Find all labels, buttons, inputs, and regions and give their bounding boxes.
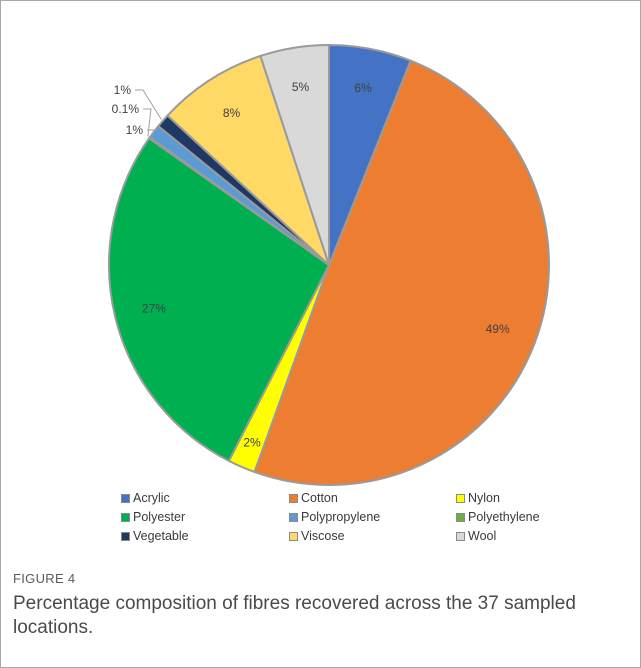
leader-line-polyethylene <box>143 108 152 137</box>
slice-label-polyethylene: 0.1% <box>112 102 140 116</box>
legend-item-viscose: Viscose <box>289 529 345 543</box>
legend-item-polyester: Polyester <box>121 510 185 524</box>
pie-slice-wool <box>259 43 330 266</box>
slice-label-cotton: 49% <box>486 322 510 336</box>
pie-chart: 6% 49% 2% 27% 0.1% 1% 1% 8% 5% <box>108 43 550 486</box>
legend-swatch <box>456 531 465 541</box>
figure-caption: FIGURE 4 Percentage composition of fibre… <box>13 571 623 640</box>
chart-area: 6% 49% 2% 27% 0.1% 1% 1% 8% 5% <box>1 1 641 556</box>
legend-label: Polyester <box>133 510 186 524</box>
pie-slice-cotton <box>253 59 550 486</box>
legend-label: Cotton <box>301 491 338 505</box>
legend-swatch <box>289 512 298 522</box>
legend-item-acrylic: Acrylic <box>121 491 170 505</box>
legend-swatch <box>121 512 130 522</box>
legend-label: Viscose <box>301 529 345 543</box>
legend-label: Polypropylene <box>301 510 381 524</box>
leader-line-vegetable <box>135 89 162 120</box>
legend-item-nylon: Nylon <box>456 491 500 505</box>
legend-item-vegetable: Vegetable <box>121 529 189 543</box>
legend-label: Wool <box>468 529 497 543</box>
pie-slice-polyester <box>108 136 331 463</box>
legend-swatch <box>289 531 298 541</box>
legend-label: Vegetable <box>133 529 189 543</box>
legend-label: Acrylic <box>133 491 170 505</box>
slice-label-wool: 5% <box>292 80 310 94</box>
slice-label-nylon: 2% <box>243 436 261 450</box>
slice-label-polyester: 27% <box>142 301 166 315</box>
legend-swatch <box>121 531 130 541</box>
slice-label-polypropylene: 1% <box>126 123 144 137</box>
legend-swatch <box>456 512 465 522</box>
legend-item-polyethylene: Polyethylene <box>456 510 540 524</box>
slice-label-viscose: 8% <box>223 106 241 120</box>
legend-item-polypropylene: Polypropylene <box>289 510 380 524</box>
figure-label: FIGURE 4 <box>13 571 76 586</box>
slice-label-acrylic: 6% <box>354 81 372 95</box>
figure-caption-text: Percentage composition of fibres recover… <box>13 593 576 638</box>
legend-swatch <box>121 493 130 503</box>
legend-item-wool: Wool <box>456 529 496 543</box>
pie-slice-viscose <box>166 54 332 269</box>
legend-swatch <box>456 493 465 503</box>
legend-label: Polyethylene <box>468 510 540 524</box>
slice-label-vegetable: 1% <box>114 83 132 97</box>
legend-item-cotton: Cotton <box>289 491 338 505</box>
legend-swatch <box>289 493 298 503</box>
legend-label: Nylon <box>468 491 500 505</box>
